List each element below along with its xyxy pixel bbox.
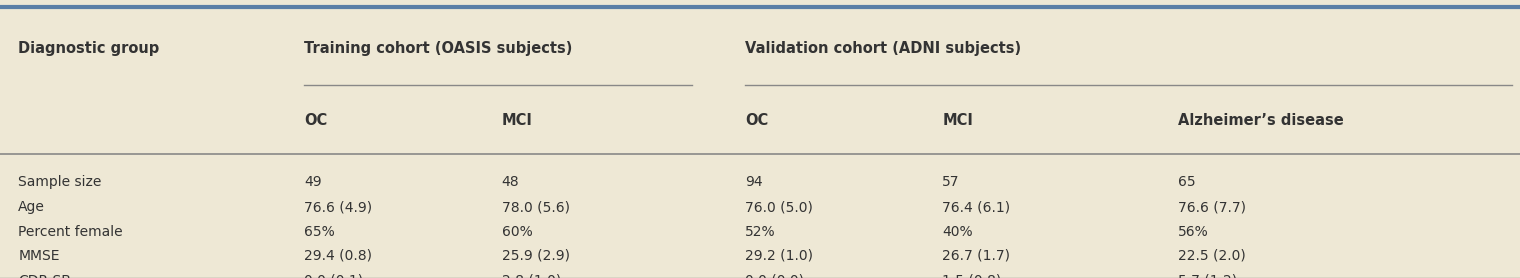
Text: 65%: 65% (304, 225, 334, 239)
Text: MMSE: MMSE (18, 249, 59, 263)
Text: 56%: 56% (1178, 225, 1208, 239)
Text: CDR-SB: CDR-SB (18, 274, 71, 278)
Text: 60%: 60% (502, 225, 532, 239)
Text: 29.4 (0.8): 29.4 (0.8) (304, 249, 372, 263)
Text: 2.8 (1.0): 2.8 (1.0) (502, 274, 561, 278)
Text: 49: 49 (304, 175, 322, 189)
Text: Age: Age (18, 200, 46, 214)
Text: Alzheimer’s disease: Alzheimer’s disease (1178, 113, 1344, 128)
Text: MCI: MCI (502, 113, 532, 128)
Text: 78.0 (5.6): 78.0 (5.6) (502, 200, 570, 214)
Text: 25.9 (2.9): 25.9 (2.9) (502, 249, 570, 263)
Text: 48: 48 (502, 175, 520, 189)
Text: 29.2 (1.0): 29.2 (1.0) (745, 249, 813, 263)
Text: 76.0 (5.0): 76.0 (5.0) (745, 200, 813, 214)
Text: Validation cohort (ADNI subjects): Validation cohort (ADNI subjects) (745, 41, 1021, 56)
Text: OC: OC (745, 113, 768, 128)
Text: 0.0 (0.1): 0.0 (0.1) (304, 274, 363, 278)
Text: MCI: MCI (942, 113, 973, 128)
Text: 57: 57 (942, 175, 961, 189)
Text: 65: 65 (1178, 175, 1196, 189)
Text: 94: 94 (745, 175, 763, 189)
Text: Sample size: Sample size (18, 175, 102, 189)
Text: Diagnostic group: Diagnostic group (18, 41, 160, 56)
Text: 76.6 (7.7): 76.6 (7.7) (1178, 200, 1246, 214)
Text: Training cohort (OASIS subjects): Training cohort (OASIS subjects) (304, 41, 573, 56)
Text: 76.6 (4.9): 76.6 (4.9) (304, 200, 372, 214)
Text: 26.7 (1.7): 26.7 (1.7) (942, 249, 1011, 263)
Text: 0.0 (0.0): 0.0 (0.0) (745, 274, 804, 278)
Text: Percent female: Percent female (18, 225, 123, 239)
Text: 52%: 52% (745, 225, 775, 239)
Text: 22.5 (2.0): 22.5 (2.0) (1178, 249, 1246, 263)
Text: 76.4 (6.1): 76.4 (6.1) (942, 200, 1011, 214)
Text: 1.5 (0.8): 1.5 (0.8) (942, 274, 1002, 278)
Text: OC: OC (304, 113, 327, 128)
Text: 40%: 40% (942, 225, 973, 239)
Text: 5.7 (1.2): 5.7 (1.2) (1178, 274, 1237, 278)
